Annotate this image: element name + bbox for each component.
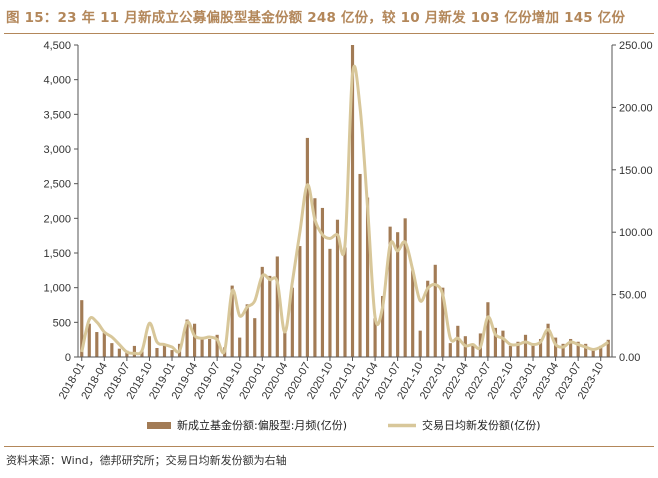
left-tick-label: 2,500 (43, 179, 71, 191)
bar (283, 327, 287, 357)
bar (381, 295, 385, 357)
bar (208, 338, 212, 357)
left-tick-label: 500 (53, 317, 71, 329)
left-tick-label: 4,500 (43, 40, 71, 52)
title-rule (4, 33, 654, 34)
bar (591, 349, 595, 357)
bar (110, 343, 114, 357)
left-tick-label: 3,000 (43, 144, 71, 156)
bar (102, 332, 106, 357)
bar (245, 304, 249, 357)
bar (554, 337, 558, 357)
bar (456, 325, 460, 357)
bar (170, 350, 174, 357)
legend-line-label: 交易日均新发份额(亿份) (422, 418, 541, 432)
bar (335, 219, 340, 357)
bar (531, 343, 535, 357)
bar (320, 207, 325, 357)
bar (606, 339, 610, 357)
legend-bar-label: 新成立基金份额:偏股型:月频(亿份) (177, 418, 347, 432)
bar (230, 285, 234, 357)
bar (87, 323, 91, 357)
bar (275, 256, 279, 357)
bar-series (80, 45, 610, 357)
legend-bar-swatch (147, 422, 171, 429)
bar (411, 270, 415, 357)
source-rule (4, 446, 654, 447)
bar (313, 198, 317, 357)
bar (268, 275, 272, 357)
left-tick-label: 3,500 (43, 109, 71, 121)
bar (253, 318, 257, 357)
bar (403, 218, 407, 357)
x-axis: 2018-012018-042018-072018-102019-012019-… (57, 356, 612, 401)
bar (373, 318, 377, 357)
bar (486, 302, 490, 357)
left-tick-label: 0 (65, 352, 71, 364)
bar (388, 226, 392, 357)
bar (290, 287, 294, 357)
bar (426, 280, 430, 357)
line-path (80, 64, 610, 356)
left-tick-label: 1,500 (43, 248, 71, 260)
bar (350, 45, 355, 357)
bar (471, 343, 475, 357)
right-tick-label: 0.00 (619, 352, 640, 364)
bar (365, 197, 370, 357)
bar (343, 247, 347, 357)
bar (132, 345, 136, 357)
right-axis: 0.00 50.00 100.00 150.00 200.00 250.00 (611, 40, 653, 364)
bar (599, 345, 603, 357)
bar (80, 300, 84, 357)
bar (508, 345, 513, 357)
left-tick-label: 2,000 (43, 213, 71, 225)
bar (448, 343, 452, 357)
bar (584, 343, 588, 357)
line-series (80, 64, 610, 356)
bar (328, 248, 332, 357)
bar (501, 330, 505, 357)
right-tick-label: 150.00 (619, 165, 653, 177)
bar (162, 344, 167, 357)
bar (193, 323, 197, 357)
bar (516, 341, 520, 357)
left-tick-label: 1,000 (43, 283, 71, 295)
right-tick-label: 100.00 (619, 227, 653, 239)
bar (305, 137, 309, 357)
bar (493, 327, 497, 357)
bar (117, 348, 121, 357)
bar (561, 343, 565, 357)
legend: 新成立基金份额:偏股型:月频(亿份) 交易日均新发份额(亿份) (147, 418, 541, 432)
bar (418, 330, 422, 357)
bar (576, 341, 580, 357)
bar (538, 338, 543, 357)
bar (260, 266, 264, 357)
left-tick-label: 4,000 (43, 75, 71, 87)
bar (200, 337, 204, 357)
source-note: 资料来源：Wind，德邦研究所；交易日均新发份额为右轴 (6, 454, 287, 467)
right-tick-label: 50.00 (619, 290, 647, 302)
bar (358, 173, 362, 357)
right-tick-label: 200.00 (619, 102, 653, 114)
bar (147, 336, 152, 357)
chart-title: 图 15：23 年 11 月新成立公募偏股型基金份额 248 亿份，较 10 月… (6, 10, 626, 26)
bar (238, 337, 242, 357)
left-axis: 0 500 1,000 1,500 2,000 2,500 3,000 3,500 4,000 4… (43, 40, 79, 364)
bar (546, 323, 550, 357)
bar (433, 264, 437, 357)
bar (140, 351, 144, 357)
bar (523, 334, 528, 357)
bar (298, 246, 302, 357)
bar (185, 319, 189, 357)
bar (125, 350, 129, 357)
right-tick-label: 250.00 (619, 40, 653, 52)
bar (155, 347, 159, 357)
bar (441, 287, 445, 357)
bar (396, 232, 400, 357)
bar (95, 332, 99, 357)
bar (569, 338, 573, 357)
bar (215, 334, 219, 357)
